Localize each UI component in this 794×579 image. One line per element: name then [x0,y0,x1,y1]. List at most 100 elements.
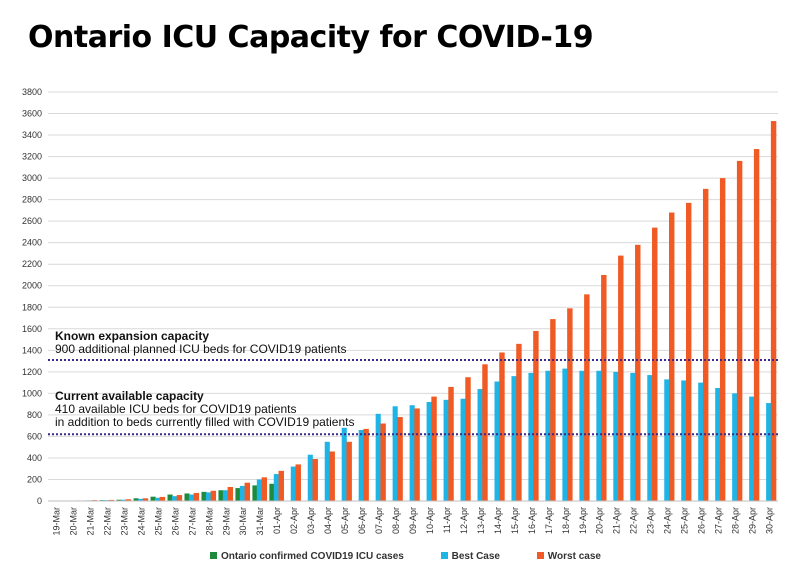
current-capacity-line-2: in addition to beds currently filled wit… [55,415,355,429]
bar-best-case [698,382,704,501]
bar-worst-case [244,482,251,501]
x-tick-label: 04-Apr [323,507,333,534]
bar-best-case [137,498,144,501]
x-tick-label: 30-Mar [238,507,248,536]
bar-best-case [273,474,279,501]
bar-best-case [205,492,211,501]
y-tick-label: 3600 [22,109,42,119]
x-tick-label: 03-Apr [306,507,316,534]
bar-worst-case [567,308,573,501]
bar-confirmed [184,493,190,501]
y-tick-label: 2400 [22,238,42,248]
bar-best-case [443,399,449,501]
y-tick-label: 2200 [22,259,42,269]
legend-swatch-best [440,552,448,559]
bar-best-case [222,490,228,501]
y-tick-label: 0 [37,496,42,506]
bar-best-case [630,372,636,501]
bar-worst-case [601,274,607,501]
y-tick-label: 2000 [22,281,42,291]
legend-swatch-worst [536,552,544,559]
legend-label-worst: Worst case [547,551,601,562]
bar-best-case [647,375,653,501]
y-tick-label: 400 [27,453,42,463]
bar-best-case [324,441,330,501]
bar-worst-case [176,495,183,501]
x-tick-label: 22-Apr [629,507,639,534]
bar-best-case [613,371,619,501]
x-tick-label: 27-Apr [714,507,724,534]
bar-best-case [477,389,483,501]
bar-worst-case [499,352,505,501]
x-tick-label: 11-Apr [442,507,452,533]
x-tick-label: 20-Mar [68,507,78,536]
bar-confirmed [167,494,173,501]
bar-best-case [358,429,364,501]
x-tick-label: 20-Apr [595,507,605,534]
bar-best-case [290,466,296,501]
expansion-capacity-heading: Known expansion capacity [55,329,210,343]
bar-worst-case [159,496,166,501]
x-tick-label: 27-Mar [187,507,197,536]
bar-best-case [664,379,670,501]
bar-best-case [256,479,262,501]
bar-best-case [392,406,398,501]
bar-best-case [545,370,551,501]
bar-best-case [494,381,500,501]
bar-best-case [766,403,772,501]
bar-confirmed [235,488,241,501]
x-tick-label: 25-Mar [153,507,163,536]
x-tick-label: 30-Apr [765,507,775,534]
bar-worst-case [770,121,777,502]
bar-confirmed [218,490,224,501]
bar-worst-case [193,492,200,501]
y-tick-label: 3400 [22,130,42,140]
x-tick-label: 17-Apr [544,507,554,534]
bar-confirmed [150,496,156,501]
bar-worst-case [142,498,149,501]
bar-worst-case [448,386,454,501]
y-tick-label: 1400 [22,345,42,355]
bar-best-case [121,499,127,501]
x-tick-label: 01-Apr [272,507,282,534]
bar-worst-case [346,441,352,501]
x-tick-label: 10-Apr [425,507,435,534]
chart-title: Ontario ICU Capacity for COVID-19 [28,20,594,55]
current-capacity-note: Current available capacity 410 available… [55,390,355,429]
legend-item-worst: Worst case [536,551,601,562]
x-tick-label: 25-Apr [680,507,690,534]
bar-worst-case [685,202,692,501]
x-tick-label: 26-Mar [170,507,180,536]
x-tick-label: 24-Mar [136,507,146,536]
bar-worst-case [261,477,267,501]
bar-worst-case [397,417,403,501]
x-tick-label: 26-Apr [697,507,707,534]
bar-worst-case [550,319,556,501]
bar-worst-case [329,451,335,501]
y-tick-label: 1600 [22,324,42,334]
x-tick-label: 19-Mar [51,507,61,536]
bar-best-case [154,497,161,501]
bar-confirmed [133,498,139,501]
bar-worst-case [719,178,726,501]
bar-best-case [341,427,347,501]
legend-item-confirmed: Ontario confirmed COVID19 ICU cases [210,551,404,562]
x-tick-label: 19-Apr [578,507,588,534]
bar-worst-case [753,149,760,501]
y-tick-label: 3000 [22,173,42,183]
x-tick-label: 07-Apr [374,507,384,534]
x-tick-label: 23-Mar [119,507,129,536]
y-tick-label: 3800 [22,87,42,97]
bar-best-case [239,485,245,501]
bar-worst-case [108,499,115,501]
bar-worst-case [227,487,234,501]
x-tick-label: 15-Apr [510,507,520,534]
legend-item-best: Best Case [440,551,500,562]
x-tick-label: 09-Apr [408,507,418,534]
x-tick-label: 13-Apr [476,507,486,534]
y-tick-label: 3200 [22,152,42,162]
x-tick-label: 16-Apr [527,507,537,534]
bar-worst-case [702,188,709,502]
x-tick-label: 22-Mar [102,507,112,536]
